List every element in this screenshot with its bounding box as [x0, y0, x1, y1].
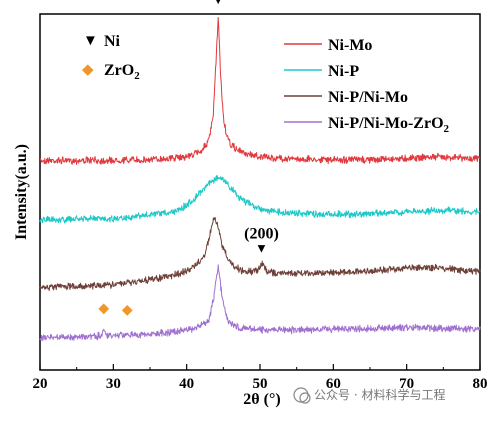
peak-label: (200) [244, 226, 279, 243]
legend-label-ni-p: Ni-P [328, 63, 359, 80]
x-tick-label-50: 50 [253, 376, 268, 392]
legend-label-ni-p-ni-mo-zro2: Ni-P/Ni-Mo-ZrO2 [328, 115, 450, 135]
series-legend: Ni-Mo Ni-P Ni-P/Ni-Mo Ni-P/Ni-Mo-ZrO2 [284, 37, 450, 135]
series-layer [39, 17, 481, 342]
zro2-legend-symbol: ◆ [82, 62, 94, 78]
wechat-icon-dot [299, 392, 311, 404]
x-tick-label-60: 60 [326, 376, 341, 392]
legend-label-ni-p-ni-mo: Ni-P/Ni-Mo [328, 89, 408, 106]
zro2-marker: ◆ [98, 302, 109, 317]
zro2-legend-label: ZrO2 [104, 62, 140, 82]
annotation-layer: ▼(111)▼(200)◆◆ [98, 0, 278, 318]
watermark-text: 公众号 · 材料科学与工程 [314, 387, 445, 402]
peak-marker: ▼ [255, 241, 268, 256]
watermark: 公众号 · 材料科学与工程 [293, 387, 445, 404]
series-line-ni-mo [39, 17, 481, 165]
zro2-marker: ◆ [122, 303, 133, 318]
x-axis-title: 2θ (°) [243, 391, 280, 408]
series-line-ni-p-ni-mo [39, 216, 481, 292]
x-tick-label-40: 40 [179, 376, 194, 392]
x-tick-label-70: 70 [399, 376, 414, 392]
symbol-legend: ▼ Ni ◆ ZrO2 [82, 33, 140, 82]
x-tick-label-30: 30 [106, 376, 121, 392]
wechat-icon [293, 387, 309, 403]
tick-layer: 20 30 40 50 60 70 80 [33, 364, 488, 392]
x-tick-label-80: 80 [473, 376, 488, 392]
legend-label-ni-mo: Ni-Mo [328, 37, 372, 54]
y-axis-title: Intensity(a.u.) [13, 144, 30, 240]
series-line-ni-p [39, 175, 481, 224]
ni-legend-label: Ni [104, 33, 121, 50]
x-tick-label-20: 20 [33, 376, 48, 392]
peak-marker: ▼ [212, 0, 225, 7]
series-line-ni-p-ni-mo-zro2 [39, 264, 481, 342]
ni-legend-symbol: ▼ [83, 33, 98, 49]
